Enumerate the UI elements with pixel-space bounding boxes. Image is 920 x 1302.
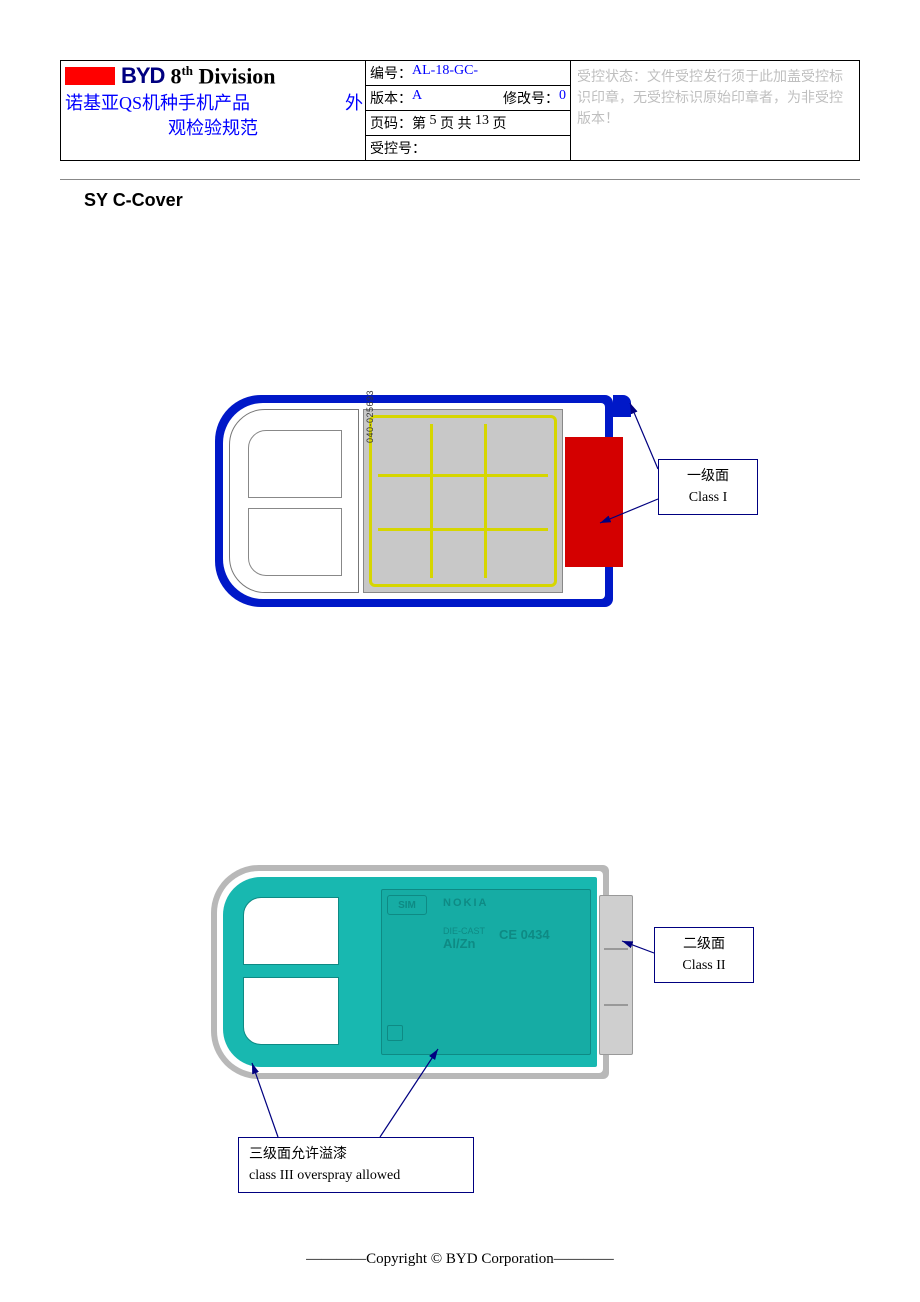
ctrl-label: 受控号： (370, 138, 426, 158)
callout-class1-en: Class I (667, 487, 749, 508)
arrows-overlay (60, 211, 860, 1271)
fig2-diecast-mark: DIE-CAST Al/Zn (443, 927, 485, 951)
title-wai: 外 (345, 91, 363, 115)
row-docno: 编号： AL-18-GC- (366, 61, 570, 86)
fig1-yellow-trace (369, 415, 557, 587)
doc-title-cn: 诺基亚QS机种手机产品 外 观检验规范 (61, 89, 365, 144)
footer-copyright: ————Copyright © BYD Corporation———— (0, 1251, 920, 1268)
byd-logo-text: BYD (121, 63, 164, 89)
figure-1-ccover-inside: 040-025693 (215, 395, 615, 607)
page: BYD 8th Division 诺基亚QS机种手机产品 外 观检验规范 编号：… (60, 60, 860, 211)
version-value: A (412, 88, 422, 108)
rev-label: 修改号： (503, 88, 559, 108)
header-mid-cell: 编号： AL-18-GC- 版本： A 修改号： 0 页码：第 5 页 共 13… (366, 61, 571, 160)
callout-class2-cn: 二级面 (663, 934, 745, 955)
section-title: SY C-Cover (84, 190, 860, 211)
division-suffix: th (181, 63, 193, 78)
callout-class2: 二级面 Class II (654, 927, 754, 983)
fig1-blue-corner-tab (613, 395, 631, 417)
fig2-side-grey-panel (599, 895, 633, 1055)
fig2-cutout-bottom (243, 977, 339, 1045)
docno-label: 编号： (370, 63, 412, 83)
title-line1: 诺基亚QS机种手机产品 (65, 91, 361, 115)
fig2-sim-label: SIM (387, 895, 427, 915)
row-version: 版本： A 修改号： 0 (366, 86, 570, 111)
fig1-part-number: 040-025693 (365, 390, 375, 443)
figure-2-ccover-outside: SIM NOKIA DIE-CAST Al/Zn CE 0434 (211, 865, 631, 1085)
callout-class3: 三级面允许溢漆 class III overspray allowed (238, 1137, 474, 1193)
row-page: 页码：第 5 页 共 13 页 (366, 111, 570, 136)
page-current: 5 (430, 113, 437, 133)
fig1-left-panel (229, 409, 359, 593)
fig2-mark-big: Al/Zn (443, 937, 485, 951)
doc-header-table: BYD 8th Division 诺基亚QS机种手机产品 外 观检验规范 编号：… (60, 60, 860, 161)
fig2-ce-mark: CE 0434 (499, 927, 550, 942)
division-num: 8 (170, 63, 181, 88)
header-divider (60, 179, 860, 180)
rev-value: 0 (559, 88, 566, 108)
page-suffix: 页 (493, 113, 507, 133)
callout-class1: 一级面 Class I (658, 459, 758, 515)
header-left-cell: BYD 8th Division 诺基亚QS机种手机产品 外 观检验规范 (61, 61, 366, 160)
fig2-cutout-top (243, 897, 339, 965)
division-word: Division (199, 63, 276, 88)
logo-row: BYD 8th Division (61, 61, 365, 89)
title-line2: 观检验规范 (65, 116, 361, 140)
callout-class2-en: Class II (663, 955, 745, 976)
fig2-recycle-icon (387, 1025, 403, 1041)
division-label: 8th Division (170, 63, 275, 89)
version-label: 版本： (370, 88, 412, 108)
callout-class3-cn: 三级面允许溢漆 (249, 1144, 463, 1165)
page-label: 页码：第 (370, 113, 426, 133)
page-total: 13 (475, 113, 489, 133)
callout-class1-cn: 一级面 (667, 466, 749, 487)
page-mid: 页 共 (440, 113, 472, 133)
callout-class3-en: class III overspray allowed (249, 1165, 463, 1186)
fig1-red-block (565, 437, 623, 567)
controlled-note: 受控状态：文件受控发行须于此加盖受控标识印章，无受控标识原始印章者，为非受控版本… (571, 61, 859, 160)
row-ctrl: 受控号： (366, 136, 570, 160)
docno-value: AL-18-GC- (412, 63, 478, 83)
fig2-brand-label: NOKIA (443, 897, 488, 909)
logo-red-box (65, 67, 115, 85)
fig2-left-panel (229, 883, 357, 1061)
